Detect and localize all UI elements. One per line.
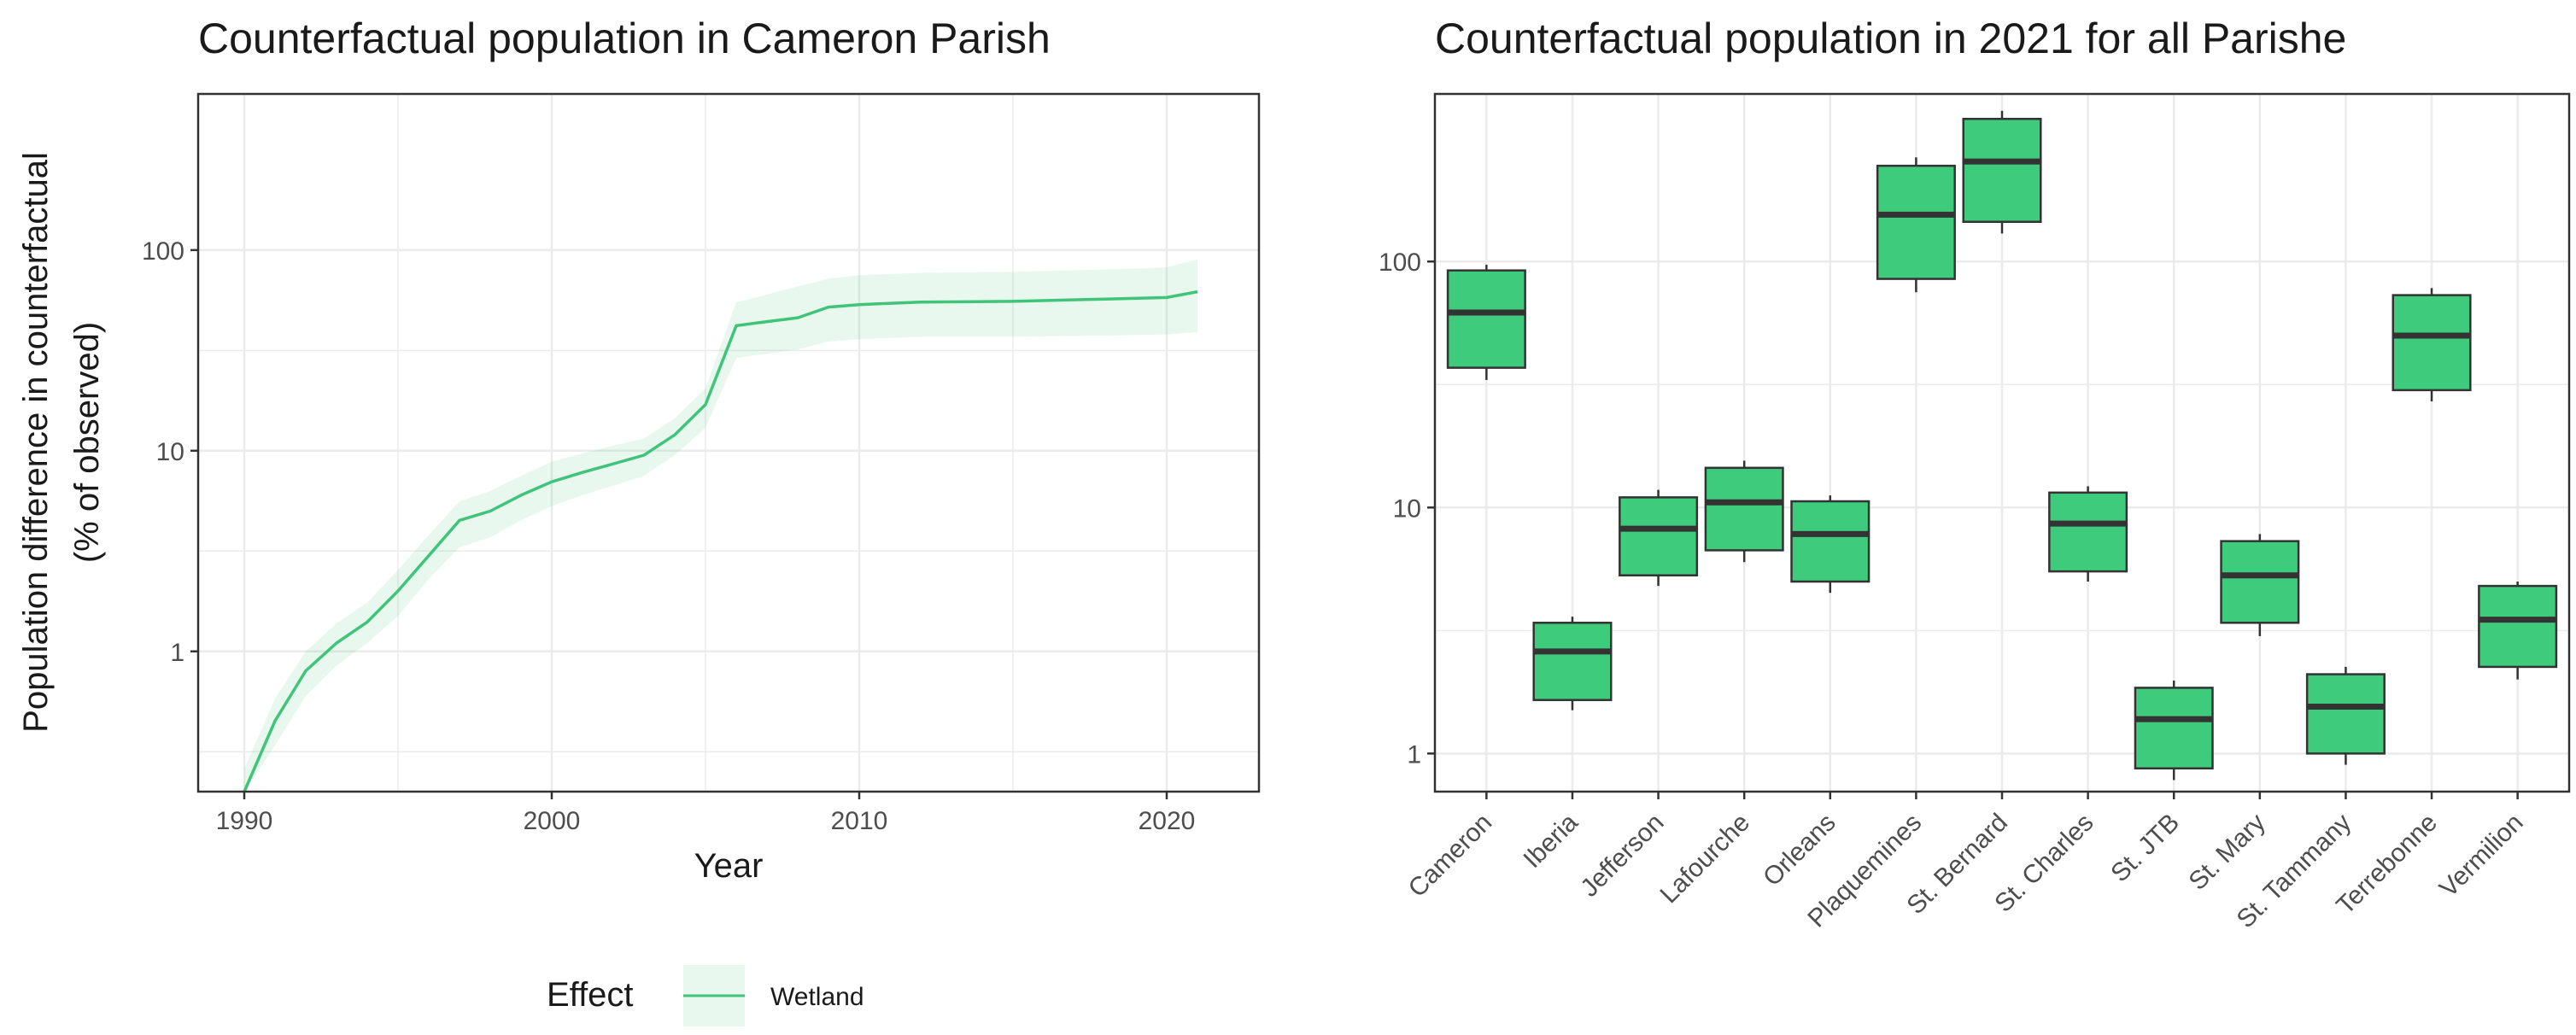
box-terrebonne xyxy=(2392,288,2472,402)
left-y-axis-label-line2: (% of observed) xyxy=(68,322,106,563)
box-st-mary xyxy=(2220,534,2300,636)
legend-title: Effect xyxy=(547,976,634,1014)
left-x-tick-label: 1990 xyxy=(216,807,273,835)
box-st-bernard xyxy=(1962,110,2042,234)
box-iqr xyxy=(1790,500,1871,583)
box-iberia xyxy=(1532,617,1613,710)
left-chart: Counterfactual population in Cameron Par… xyxy=(17,15,1261,885)
right-y-axis: 1 10 100 xyxy=(1379,249,1435,769)
box-vermilion xyxy=(2478,582,2558,680)
left-x-tick-label: 2000 xyxy=(524,807,581,835)
legend: Effect Wetland xyxy=(547,965,864,1026)
right-y-tick-label: 10 xyxy=(1393,494,1421,523)
box-iqr xyxy=(2048,491,2128,573)
left-series-line xyxy=(243,289,1198,792)
right-chart: Counterfactual population in 2021 for al… xyxy=(1379,15,2571,933)
box-orleans xyxy=(1790,495,1871,594)
right-boxplots xyxy=(1446,110,2558,781)
box-jefferson xyxy=(1619,489,1699,587)
right-x-tick-label: St. JTB xyxy=(2105,809,2185,888)
wetland-line xyxy=(243,289,1198,792)
left-x-tick-label: 2020 xyxy=(1139,807,1196,835)
legend-label-wetland: Wetland xyxy=(770,983,864,1011)
box-iqr xyxy=(1532,622,1613,701)
left-grid xyxy=(198,94,1259,792)
left-y-tick-label: 100 xyxy=(142,237,184,266)
box-plaquemines xyxy=(1876,157,1956,293)
right-x-tick-label: Orleans xyxy=(1758,809,1841,892)
box-iqr xyxy=(2305,673,2386,755)
box-cameron xyxy=(1446,265,1526,380)
right-x-tick-label: Cameron xyxy=(1403,809,1498,903)
box-iqr xyxy=(1876,164,1956,280)
left-plot-border xyxy=(196,92,1261,793)
left-y-tick-label: 10 xyxy=(156,438,184,466)
left-chart-title: Counterfactual population in Cameron Par… xyxy=(198,15,1051,62)
box-st-jtb xyxy=(2134,680,2214,781)
box-iqr xyxy=(1962,117,2042,224)
box-iqr xyxy=(2134,687,2214,770)
box-st-charles xyxy=(2048,486,2128,582)
right-x-tick-label: St. Mary xyxy=(2183,809,2270,896)
box-iqr xyxy=(2478,584,2558,669)
box-iqr xyxy=(1704,466,1784,552)
right-y-tick-label: 1 xyxy=(1407,740,1421,769)
left-plot-panel xyxy=(198,94,1259,792)
box-lafourche xyxy=(1704,460,1784,563)
box-iqr xyxy=(2392,294,2472,392)
left-y-tick-label: 1 xyxy=(170,639,184,667)
left-x-axis: 1990 2000 2010 2020 xyxy=(216,792,1196,835)
left-y-axis-label-line1: Population difference in counterfactual xyxy=(17,152,55,733)
box-iqr xyxy=(1446,269,1526,369)
box-iqr xyxy=(2220,540,2300,624)
right-y-tick-label: 100 xyxy=(1379,249,1421,277)
right-x-tick-label: Iberia xyxy=(1519,808,1584,874)
left-x-axis-label: Year xyxy=(694,847,764,885)
right-x-tick-label: Lafourche xyxy=(1654,809,1755,909)
left-y-axis: 1 10 100 xyxy=(142,237,198,667)
right-grid xyxy=(1435,94,2569,792)
right-chart-title: Counterfactual population in 2021 for al… xyxy=(1435,15,2346,62)
box-st-tammany xyxy=(2305,666,2386,765)
box-iqr xyxy=(1619,496,1699,576)
left-x-tick-label: 2010 xyxy=(831,807,888,835)
right-x-tick-label: Vermilion xyxy=(2434,809,2529,903)
